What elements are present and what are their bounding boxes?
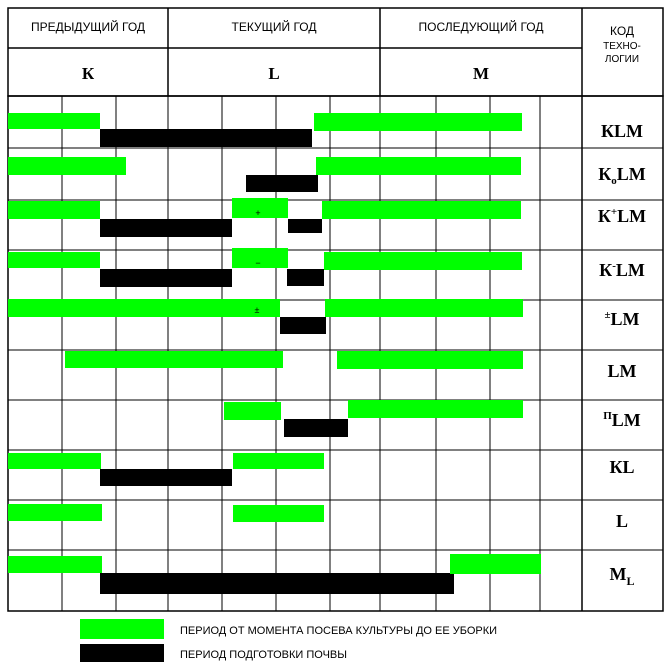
crop-period-bar	[324, 252, 522, 270]
crop-period-bar	[316, 157, 521, 175]
crop-period-bar	[8, 201, 100, 219]
tech-code-l: L	[616, 511, 628, 531]
crop-period-bar	[322, 201, 521, 219]
soil-prep-bar	[100, 469, 232, 486]
legend-green-label: ПЕРИОД ОТ МОМЕНТА ПОСЕВА КУЛЬТУРЫ ДО ЕЕ …	[180, 625, 497, 637]
tech-code-kminus-lm: К-LM	[599, 260, 645, 280]
crop-period-bar	[8, 113, 100, 129]
soil-prep-bar	[100, 269, 232, 287]
header-previous-year: ПРЕДЫДУЩИЙ ГОД	[31, 19, 145, 34]
crop-period-bar	[233, 505, 324, 522]
header-letter-l: L	[268, 64, 279, 83]
crop-period-bar	[337, 351, 523, 369]
legend-black-label: ПЕРИОД ПОДГОТОВКИ ПОЧВЫ	[180, 649, 347, 661]
soil-prep-bar	[284, 419, 348, 437]
tech-code-kplus-lm: К+LM	[598, 206, 646, 226]
header-letter-k: К	[82, 64, 95, 83]
soil-prep-bar	[280, 317, 326, 334]
legend-green-swatch	[80, 619, 164, 639]
crop-period-bar	[232, 248, 288, 268]
legend-black-swatch	[80, 644, 164, 662]
header-code-line-3: ЛОГИИ	[605, 54, 639, 65]
crop-period-bar	[450, 554, 541, 574]
crop-period-bar	[232, 198, 288, 218]
crop-period-bar	[8, 453, 101, 469]
tech-code-m-l: ML	[609, 564, 634, 588]
crop-period-bar	[325, 299, 523, 317]
soil-prep-bar	[100, 573, 454, 594]
bar-mark-plus: +	[255, 208, 260, 218]
soil-prep-bar	[100, 129, 312, 147]
crop-period-bar	[65, 351, 283, 368]
period-bars	[8, 113, 541, 594]
crop-period-bar	[8, 299, 280, 317]
tech-code-kl: КL	[609, 457, 634, 477]
tech-code-ko-lm: КоLM	[598, 164, 646, 187]
header-code-line-2: ТЕХНО-	[603, 41, 641, 52]
soil-prep-bar	[287, 269, 324, 286]
soil-prep-bar	[246, 175, 318, 192]
soil-prep-bar	[288, 219, 322, 233]
header-letter-m: M	[473, 64, 489, 83]
bar-mark-minus: −	[255, 258, 260, 268]
crop-period-bar	[314, 113, 522, 131]
header-next-year: ПОСЛЕДУЮЩИЙ ГОД	[419, 19, 544, 34]
header-current-year: ТЕКУЩИЙ ГОД	[232, 19, 317, 34]
crop-period-bar	[8, 252, 100, 268]
tech-code-plusminus-lm: ±LM	[604, 309, 639, 329]
header-code-line-1: КОД	[610, 24, 634, 38]
crop-period-bar	[224, 402, 281, 420]
tech-code-lm: LM	[608, 361, 637, 381]
bar-mark-plusminus: ±	[255, 305, 260, 315]
crop-period-bar	[348, 400, 523, 418]
soil-prep-bar	[100, 219, 232, 237]
grid-body	[7, 95, 664, 612]
crop-period-bar	[8, 157, 126, 175]
tech-code-klm: КLM	[601, 121, 643, 141]
tech-code-p-lm: ПLM	[603, 410, 641, 430]
crop-period-bar	[233, 453, 324, 469]
crop-period-bar	[8, 556, 102, 573]
crop-period-bar	[8, 504, 102, 521]
